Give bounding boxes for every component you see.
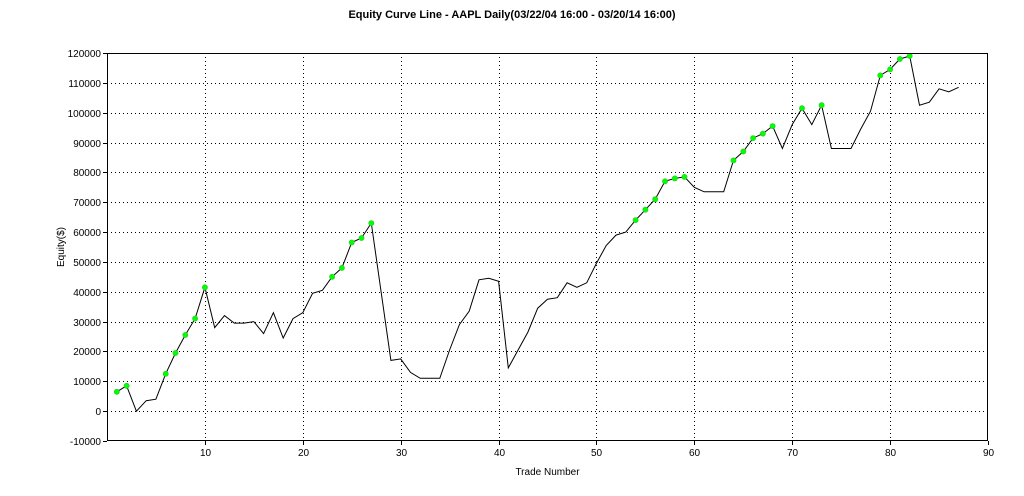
y-tick-label: 40000 <box>73 288 101 299</box>
new-high-marker <box>192 315 198 322</box>
new-high-marker <box>818 102 825 109</box>
x-tick-label: 80 <box>885 448 897 459</box>
y-tick-label: 50000 <box>73 258 101 269</box>
new-high-marker <box>632 217 639 223</box>
y-tick-label: 10000 <box>73 377 101 388</box>
new-high-marker <box>906 53 913 59</box>
x-tick-label: 10 <box>200 448 212 459</box>
new-high-marker <box>681 173 688 180</box>
equity-series <box>116 55 959 413</box>
y-axis-title: Equity($) <box>56 227 67 267</box>
new-high-marker <box>897 56 903 62</box>
new-high-marker <box>740 148 747 155</box>
tick-labels: -10000 0 10000 20000 30000 40000 50000 60000 700… <box>68 49 995 459</box>
new-high-marker <box>329 273 335 280</box>
new-high-marker <box>799 105 805 112</box>
new-high-marker <box>172 350 179 356</box>
new-high-marker <box>877 72 884 79</box>
new-high-marker <box>162 370 169 377</box>
x-tick-label: 30 <box>396 448 408 459</box>
new-high-marker <box>730 157 737 164</box>
new-high-marker <box>338 264 345 271</box>
x-tick-label: 40 <box>494 448 506 459</box>
new-high-marker <box>760 130 766 137</box>
new-high-marker <box>348 239 355 246</box>
new-high-markers <box>113 53 913 395</box>
new-high-marker <box>201 284 208 291</box>
new-high-marker <box>750 135 756 141</box>
y-tick-label: 0 <box>95 407 101 418</box>
x-tick-label: 20 <box>298 448 310 459</box>
y-tick-label: 70000 <box>73 198 101 209</box>
x-tick-label: 60 <box>689 448 701 459</box>
new-high-marker <box>642 206 649 213</box>
x-tick-label: 70 <box>787 448 799 459</box>
plot-area <box>107 53 988 441</box>
equity-line <box>116 55 959 413</box>
y-tick-label: 80000 <box>73 168 101 179</box>
new-high-marker <box>671 175 678 182</box>
x-tick-label: 90 <box>983 448 995 459</box>
grid <box>107 53 988 441</box>
x-tick-label: 50 <box>591 448 603 459</box>
new-high-marker <box>887 66 893 73</box>
new-high-marker <box>662 178 668 185</box>
x-axis-title: Trade Number <box>515 467 580 478</box>
y-tick-label: 110000 <box>68 79 101 90</box>
new-high-marker <box>358 235 365 241</box>
new-high-marker <box>113 388 120 395</box>
new-high-marker <box>182 332 189 338</box>
y-tick-label: 30000 <box>73 318 101 329</box>
chart-title: Equity Curve Line - AAPL Daily(03/22/04 … <box>348 9 676 21</box>
plot-frame <box>107 53 988 441</box>
axes <box>103 53 989 445</box>
y-tick-label: 90000 <box>73 139 101 150</box>
new-high-marker <box>368 220 375 226</box>
new-high-marker <box>769 123 776 129</box>
y-tick-label: 60000 <box>73 228 101 239</box>
y-tick-label: 20000 <box>73 347 101 358</box>
y-tick-label: -10000 <box>70 437 102 448</box>
y-tick-label: 120000 <box>68 49 102 60</box>
y-tick-label: 100000 <box>68 109 102 120</box>
new-high-marker <box>123 382 130 389</box>
new-high-marker <box>652 196 659 203</box>
